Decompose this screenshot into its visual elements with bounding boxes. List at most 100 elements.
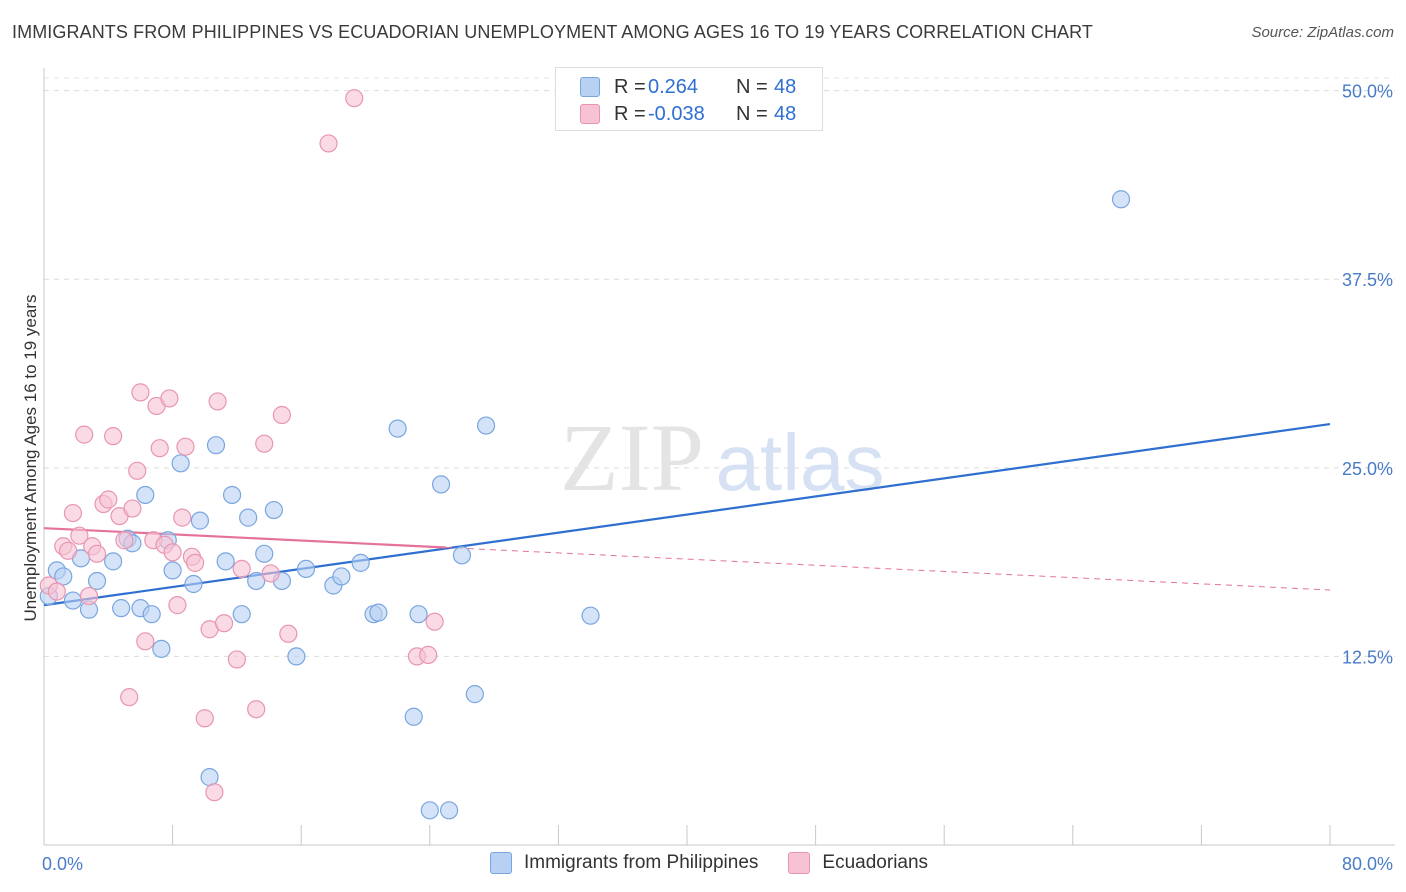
- data-point-ecuadorians: [255, 434, 274, 453]
- data-point-philippines: [420, 801, 439, 820]
- data-point-philippines: [239, 508, 258, 527]
- data-point-ecuadorians: [195, 709, 214, 728]
- data-point-ecuadorians: [272, 405, 292, 425]
- data-point-ecuadorians: [47, 582, 66, 601]
- data-point-philippines: [63, 591, 83, 610]
- data-point-ecuadorians: [136, 632, 155, 651]
- data-point-philippines: [287, 647, 306, 666]
- data-point-philippines: [232, 605, 251, 624]
- data-point-ecuadorians: [425, 612, 444, 631]
- data-point-ecuadorians: [208, 392, 227, 411]
- x-tick-label: 0.0%: [42, 854, 83, 874]
- data-point-ecuadorians: [160, 389, 179, 408]
- legend-r-label: R =: [614, 102, 646, 125]
- legend-r-label: R =: [614, 75, 646, 98]
- legend-label-ecuadorians: Ecuadorians: [822, 852, 929, 873]
- data-point-philippines: [332, 567, 351, 586]
- legend-swatch-pink: [580, 104, 600, 124]
- legend-label-philippines: Immigrants from Philippines: [524, 852, 759, 873]
- data-point-ecuadorians: [261, 564, 280, 583]
- data-point-philippines: [54, 567, 73, 586]
- data-point-ecuadorians: [59, 541, 78, 560]
- legend-item-ecuadorians: Ecuadorians: [788, 852, 928, 874]
- chart-title: IMMIGRANTS FROM PHILIPPINES VS ECUADORIA…: [12, 22, 1094, 42]
- y-tick-label: 12.5%: [1342, 647, 1393, 667]
- data-point-ecuadorians: [345, 89, 364, 108]
- data-point-ecuadorians: [173, 508, 192, 527]
- legend-swatch-pink: [788, 852, 811, 874]
- data-point-philippines: [465, 685, 484, 704]
- data-point-ecuadorians: [279, 624, 298, 643]
- data-point-philippines: [409, 605, 428, 624]
- y-tick-label: 25.0%: [1342, 459, 1393, 479]
- data-point-philippines: [255, 544, 274, 563]
- data-point-ecuadorians: [232, 559, 251, 579]
- data-point-philippines: [190, 511, 210, 530]
- data-point-philippines: [264, 500, 283, 520]
- data-point-ecuadorians: [99, 490, 118, 509]
- y-axis-label: Unemployment Among Ages 16 to 19 years: [21, 295, 40, 622]
- legend-n-label: N =: [736, 75, 768, 98]
- series-legend: Immigrants from Philippines Ecuadorians: [490, 852, 958, 874]
- source-credit: Source: ZipAtlas.com: [1251, 24, 1394, 41]
- axes: [43, 68, 1395, 846]
- data-point-ecuadorians: [131, 383, 150, 402]
- data-point-philippines: [152, 639, 171, 658]
- data-point-philippines: [104, 552, 123, 571]
- data-point-philippines: [247, 571, 266, 591]
- data-point-ecuadorians: [128, 461, 147, 480]
- legend-r-value: 0.264: [648, 75, 699, 98]
- data-point-philippines: [206, 436, 226, 455]
- data-point-philippines: [87, 571, 107, 591]
- data-point-philippines: [216, 552, 235, 571]
- data-point-ecuadorians: [63, 503, 83, 523]
- y-tick-label: 37.5%: [1342, 270, 1393, 290]
- data-point-ecuadorians: [87, 544, 107, 563]
- legend-row-ecuadorians: R = -0.038 N = 48: [580, 102, 796, 126]
- data-point-philippines: [431, 475, 451, 494]
- data-point-ecuadorians: [247, 700, 266, 719]
- legend-row-philippines: R = 0.264 N = 48: [580, 75, 796, 99]
- data-point-philippines: [136, 485, 155, 505]
- data-point-ecuadorians: [227, 650, 246, 669]
- data-point-philippines: [163, 561, 182, 580]
- trend-line-ecuadorians: [43, 527, 446, 549]
- watermark-zip: ZIP: [560, 404, 704, 511]
- data-point-ecuadorians: [205, 783, 224, 802]
- legend-r-value: -0.038: [648, 102, 705, 125]
- data-point-ecuadorians: [319, 134, 338, 153]
- data-point-ecuadorians: [419, 645, 438, 664]
- data-point-philippines: [452, 546, 472, 565]
- data-point-ecuadorians: [163, 543, 182, 562]
- data-point-ecuadorians: [150, 439, 169, 458]
- data-point-ecuadorians: [115, 531, 134, 550]
- data-point-philippines: [142, 605, 161, 624]
- data-point-philippines: [404, 707, 423, 726]
- legend-item-philippines: Immigrants from Philippines: [490, 852, 758, 874]
- data-point-ecuadorians: [176, 437, 195, 456]
- y-tick-label: 50.0%: [1342, 82, 1393, 102]
- correlation-legend: R = 0.264 N = 48 R = -0.038 N = 48: [555, 67, 823, 131]
- data-point-philippines: [1111, 190, 1131, 209]
- data-point-philippines: [388, 419, 407, 438]
- data-point-philippines: [296, 559, 316, 579]
- x-tick-label: 80.0%: [1342, 854, 1393, 874]
- watermark-atlas: atlas: [716, 418, 885, 507]
- data-point-ecuadorians: [123, 499, 142, 518]
- data-point-philippines: [369, 603, 388, 622]
- tick-labels: 12.5% 25.0% 37.5% 50.0% 0.0% 80.0%: [42, 82, 1393, 874]
- legend-swatch-blue: [490, 852, 512, 874]
- data-point-ecuadorians: [214, 614, 234, 633]
- data-point-philippines: [112, 599, 131, 618]
- data-point-ecuadorians: [75, 425, 94, 444]
- data-point-ecuadorians: [104, 427, 123, 446]
- legend-n-value: 48: [774, 102, 797, 125]
- trend-line-ecuadorians-extension: [445, 546, 1331, 591]
- data-point-ecuadorians: [168, 596, 187, 615]
- legend-swatch-blue: [580, 77, 600, 97]
- data-point-philippines: [200, 768, 219, 787]
- data-point-philippines: [439, 801, 459, 820]
- data-point-philippines: [184, 574, 203, 594]
- data-point-philippines: [476, 416, 496, 435]
